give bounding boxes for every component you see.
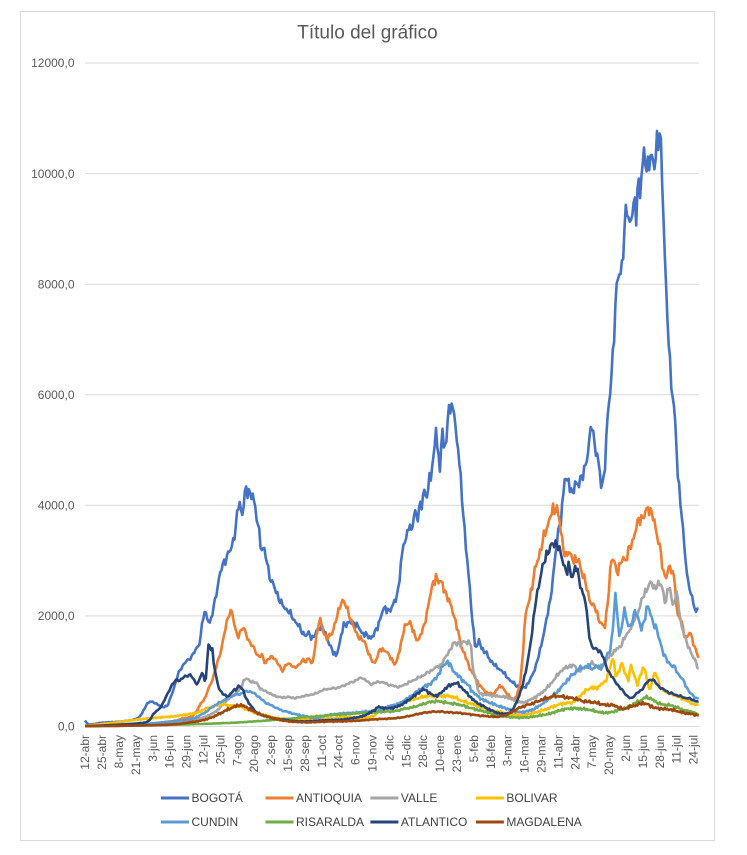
svg-text:VALLE: VALLE [401, 791, 437, 805]
svg-text:24-jul: 24-jul [687, 735, 701, 764]
svg-text:10-ene: 10-ene [433, 735, 447, 773]
svg-text:7-ago: 7-ago [230, 735, 244, 766]
svg-text:5-feb: 5-feb [467, 735, 481, 763]
svg-text:16-jun: 16-jun [163, 735, 177, 768]
svg-text:24-oct: 24-oct [332, 734, 346, 768]
svg-text:25-abr: 25-abr [95, 735, 109, 770]
svg-text:MAGDALENA: MAGDALENA [506, 815, 581, 829]
svg-text:21-may: 21-may [129, 735, 143, 775]
svg-text:15-jun: 15-jun [636, 735, 650, 768]
svg-text:25-jul: 25-jul [213, 735, 227, 764]
svg-text:12000,0: 12000,0 [31, 56, 75, 70]
svg-text:24-abr: 24-abr [568, 735, 582, 770]
svg-text:3-mar: 3-mar [501, 735, 515, 766]
svg-text:8-may: 8-may [112, 735, 126, 768]
svg-text:20-ago: 20-ago [247, 735, 261, 773]
svg-text:28-sep: 28-sep [298, 735, 312, 772]
svg-text:18-feb: 18-feb [484, 735, 498, 769]
svg-text:2-jun: 2-jun [619, 735, 633, 762]
svg-text:10000,0: 10000,0 [31, 167, 75, 181]
svg-text:29-mar: 29-mar [535, 735, 549, 773]
svg-text:4000,0: 4000,0 [38, 499, 75, 513]
svg-text:3-jun: 3-jun [146, 735, 160, 762]
svg-text:15-sep: 15-sep [281, 735, 295, 772]
svg-text:2-dic: 2-dic [382, 735, 396, 761]
svg-text:6-nov: 6-nov [349, 735, 363, 765]
svg-text:12-jul: 12-jul [197, 735, 211, 764]
svg-text:19-nov: 19-nov [366, 735, 380, 772]
svg-text:7-may: 7-may [585, 735, 599, 768]
svg-text:BOGOTÁ: BOGOTÁ [192, 790, 243, 805]
svg-text:6000,0: 6000,0 [38, 388, 75, 402]
svg-text:16-mar: 16-mar [518, 735, 532, 773]
svg-text:2-sep: 2-sep [264, 735, 278, 765]
svg-text:2000,0: 2000,0 [38, 609, 75, 623]
svg-text:BOLIVAR: BOLIVAR [506, 791, 557, 805]
svg-text:28-dic: 28-dic [416, 735, 430, 768]
svg-text:11-oct: 11-oct [315, 734, 329, 767]
svg-text:23-ene: 23-ene [450, 735, 464, 773]
svg-text:RISARALDA: RISARALDA [296, 815, 364, 829]
svg-text:Título del gráfico: Título del gráfico [297, 23, 437, 44]
svg-text:ANTIOQUIA: ANTIOQUIA [296, 791, 362, 805]
svg-text:11-abr: 11-abr [551, 735, 565, 769]
svg-text:ATLANTICO: ATLANTICO [401, 815, 467, 829]
svg-text:12-abr: 12-abr [78, 735, 92, 770]
svg-text:CUNDIN: CUNDIN [192, 815, 239, 829]
svg-text:8000,0: 8000,0 [38, 277, 75, 291]
svg-text:20-may: 20-may [602, 735, 616, 775]
svg-text:11-jul: 11-jul [670, 735, 684, 763]
svg-text:15-dic: 15-dic [399, 735, 413, 768]
svg-text:28-jun: 28-jun [653, 735, 667, 768]
svg-text:0,0: 0,0 [58, 720, 75, 734]
svg-text:29-jun: 29-jun [180, 735, 194, 768]
